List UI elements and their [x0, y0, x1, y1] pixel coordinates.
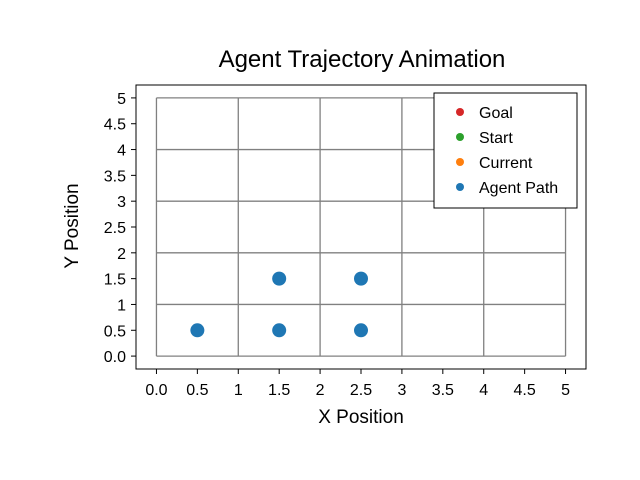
legend: Goal Start Current Agent Path — [433, 92, 578, 209]
point-agent-path — [272, 271, 287, 286]
legend-marker-start — [456, 133, 464, 141]
x-tick-label: 0.0 — [145, 382, 167, 399]
x-tick-label: 5 — [561, 382, 570, 399]
point-agent-path — [354, 323, 368, 338]
x-tick-label: 1 — [234, 382, 243, 399]
legend-marker-goal — [456, 108, 464, 116]
legend-marker-current — [456, 158, 464, 166]
y-tick-label: 4.5 — [104, 117, 126, 134]
x-tick-label: 3.5 — [432, 382, 454, 399]
x-tick-label: 3 — [397, 382, 406, 399]
legend-label-current: Current — [479, 155, 533, 172]
chart-title: Agent Trajectory Animation — [219, 46, 506, 73]
x-axis-label: X Position — [318, 407, 404, 428]
y-tick-label: 3 — [117, 194, 126, 211]
x-tick-label: 0.5 — [186, 382, 208, 399]
x-tick-label: 1.5 — [268, 382, 290, 399]
legend-marker-agent-path — [456, 183, 464, 191]
point-agent-path — [272, 323, 287, 338]
point-agent-path — [190, 323, 205, 338]
legend-label-start: Start — [479, 130, 513, 147]
y-tick-label: 3.5 — [104, 168, 126, 185]
y-tick-label: 1 — [117, 297, 126, 314]
point-agent-path — [354, 271, 368, 286]
y-tick-label: 0.5 — [104, 323, 126, 340]
legend-label-agent-path: Agent Path — [479, 180, 558, 197]
legend-label-goal: Goal — [479, 105, 513, 122]
x-tick-label: 4.5 — [514, 382, 536, 399]
x-tick-label: 2.5 — [350, 382, 372, 399]
x-tick-label: 2 — [316, 382, 325, 399]
y-tick-label: 1.5 — [104, 272, 126, 289]
x-tick-label: 4 — [479, 382, 488, 399]
y-tick-label: 2 — [117, 246, 126, 263]
y-tick-label: 2.5 — [104, 220, 126, 237]
y-tick-label: 5 — [117, 91, 126, 108]
y-tick-label: 0.0 — [104, 349, 126, 366]
y-tick-label: 4 — [117, 143, 126, 160]
ticks: 0.0 0.5 1 1.5 2 2.5 3 3.5 4 4.5 5 0.0 0.5 1 1.5 2 2.5 3 3.… — [104, 91, 570, 399]
y-axis-label: Y Position — [62, 183, 83, 268]
